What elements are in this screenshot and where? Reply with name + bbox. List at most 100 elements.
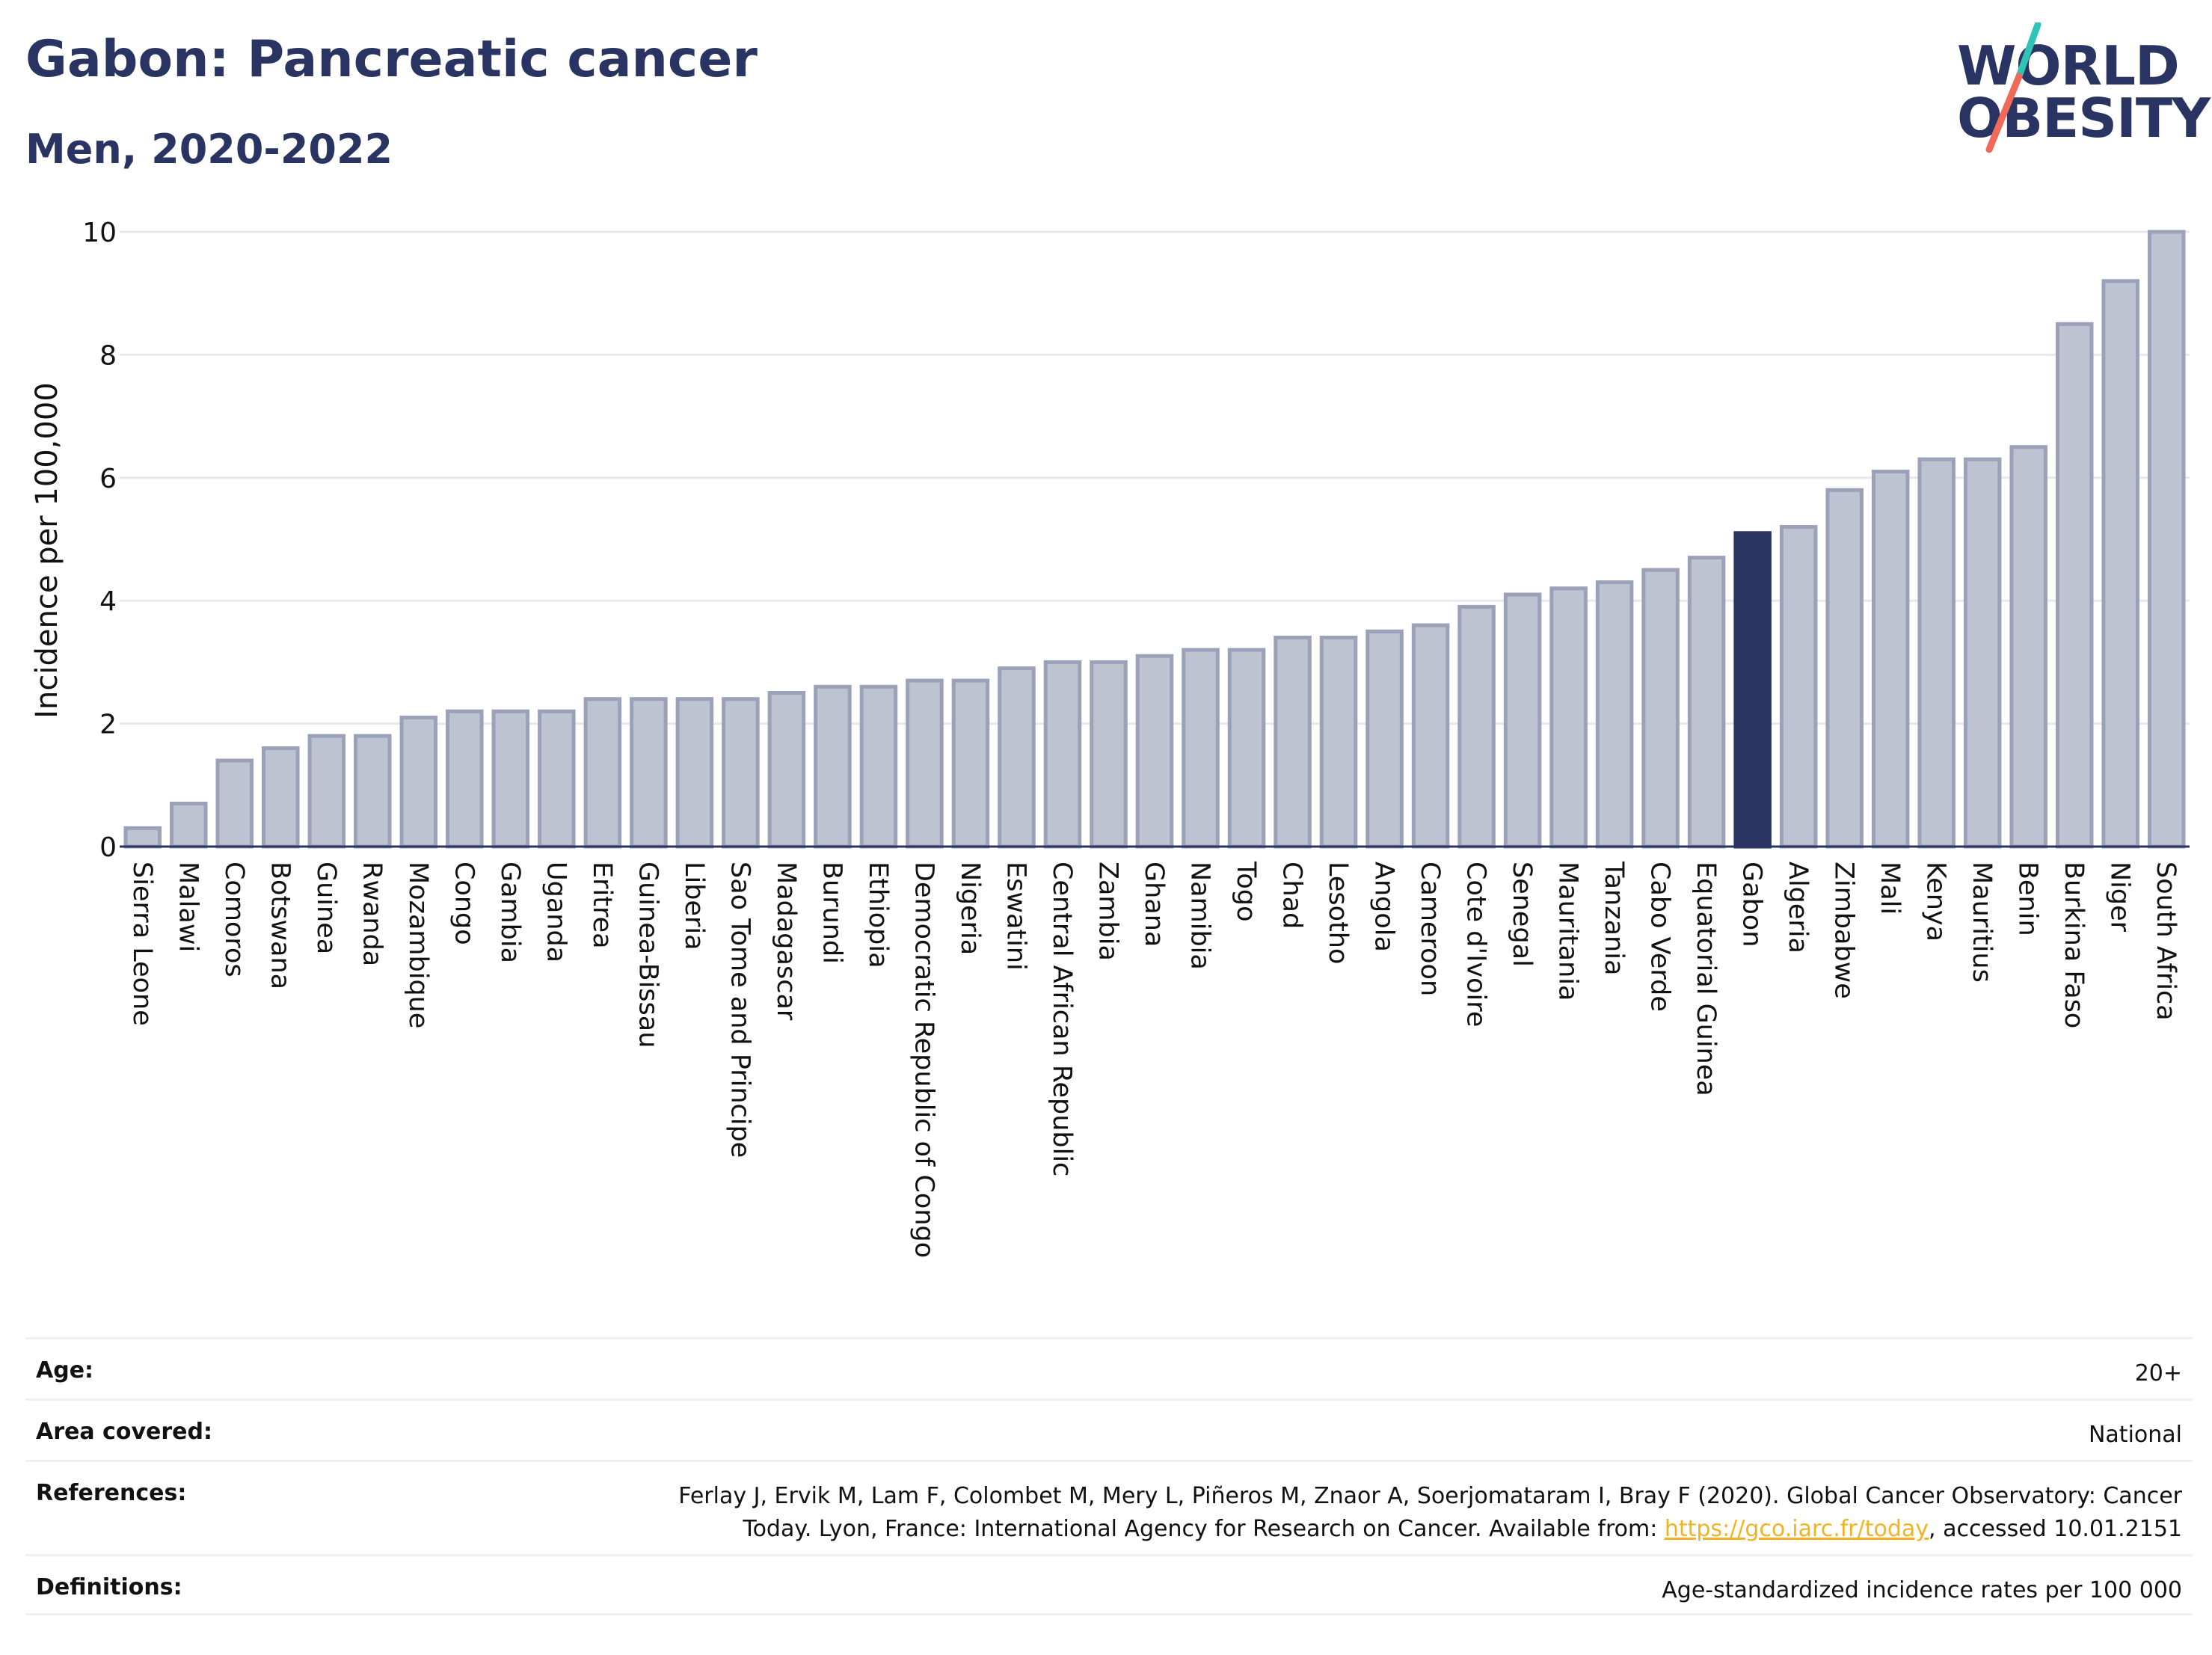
bars — [123, 230, 2186, 849]
bar — [1641, 568, 1680, 849]
bar — [1917, 457, 1956, 849]
x-tick-label: Tanzania — [1599, 861, 1629, 975]
definitions-value: Age-standardized incidence rates per 100… — [1662, 1577, 2182, 1603]
x-tick-label: Sao Tome and Principe — [725, 862, 755, 1158]
info-row-definitions: Definitions: Age-standardized incidence … — [25, 1554, 2193, 1615]
info-table: Age: 20+ Area covered: National Referenc… — [25, 1337, 2193, 1615]
x-tick-label: Central African Republic — [1047, 862, 1077, 1176]
bar — [399, 715, 438, 849]
bar — [1043, 660, 1082, 849]
age-label: Age: — [36, 1357, 94, 1384]
bar — [1274, 636, 1312, 849]
y-tick-label: 10 — [82, 218, 117, 248]
y-tick-label: 6 — [99, 464, 117, 494]
bar-chart: 0 2 4 6 8 10 Sierra Leone Malawi Comoros Botswan… — [30, 218, 2190, 1258]
bar — [2055, 322, 2094, 849]
bar — [1687, 556, 1726, 849]
bar — [630, 697, 668, 849]
x-tick-label: Algeria — [1783, 862, 1813, 954]
bar — [446, 709, 484, 849]
x-tick-label: Cameroon — [1415, 862, 1445, 996]
info-row-area: Area covered: National — [25, 1398, 2193, 1460]
bar — [583, 697, 622, 849]
x-tick-label: Namibia — [1185, 862, 1215, 970]
x-tick-label: Eritrea — [587, 862, 617, 949]
x-tick-label: Ethiopia — [863, 862, 893, 968]
info-row-references: References: Ferlay J, Ervik M, Lam F, Co… — [25, 1460, 2193, 1554]
x-tick-label: Mali — [1875, 862, 1905, 915]
bar — [1457, 604, 1496, 849]
x-tick-label: Gambia — [495, 862, 525, 963]
y-axis-label: Incidence per 100,000 — [30, 382, 64, 719]
area-label: Area covered: — [36, 1419, 212, 1445]
bar — [767, 691, 806, 849]
chart-subtitle: Men, 2020-2022 — [25, 126, 393, 173]
definitions-label: Definitions: — [36, 1574, 182, 1600]
x-tick-label: Botswana — [265, 862, 295, 989]
x-tick-label: Zimbabwe — [1829, 862, 1859, 999]
bar — [1779, 525, 1818, 849]
y-tick-label: 4 — [99, 586, 117, 617]
references-link[interactable]: https://gco.iarc.fr/today — [1664, 1516, 1929, 1542]
x-tick-label: Senegal — [1507, 862, 1537, 967]
bar — [1871, 470, 1910, 849]
x-tick-labels: Sierra Leone Malawi Comoros Botswana Guinea R… — [127, 861, 2181, 1258]
bar — [2009, 445, 2047, 849]
bar — [814, 684, 852, 849]
bar — [123, 826, 162, 849]
x-tick-label: Burundi — [817, 862, 847, 964]
x-tick-label: Cote d'Ivoire — [1461, 862, 1491, 1027]
x-tick-label: Guinea-Bissau — [633, 862, 663, 1048]
x-tick-label: Madagascar — [771, 862, 801, 1021]
bar — [1227, 648, 1266, 849]
bar — [307, 734, 346, 849]
bar — [951, 678, 990, 849]
x-tick-label: Chad — [1277, 862, 1307, 929]
chart-title: Gabon: Pancreatic cancer — [25, 30, 758, 89]
references-line1: Ferlay J, Ervik M, Lam F, Colombet M, Me… — [678, 1483, 2182, 1509]
y-tick-label: 8 — [99, 340, 117, 371]
x-tick-label: Democratic Republic of Congo — [909, 862, 938, 1258]
references-label: References: — [36, 1480, 187, 1506]
bar — [215, 758, 254, 849]
bar — [491, 709, 530, 849]
bar — [354, 734, 392, 849]
bar — [1963, 457, 2002, 849]
x-tick-label: Mauritania — [1553, 862, 1583, 1001]
y-tick-label: 2 — [99, 710, 117, 740]
references-line2: Today. Lyon, France: International Agenc… — [743, 1516, 1665, 1542]
x-tick-label: Benin — [2013, 862, 2043, 936]
references-value: Ferlay J, Ervik M, Lam F, Colombet M, Me… — [678, 1462, 2182, 1546]
logo-slash-icon — [1985, 22, 2042, 153]
x-tick-label: Angola — [1369, 862, 1399, 952]
bar — [1733, 531, 1772, 849]
bar — [1549, 586, 1588, 849]
bar — [1503, 592, 1542, 849]
info-row-age: Age: 20+ — [25, 1337, 2193, 1398]
bar — [170, 801, 208, 849]
world-obesity-logo: WORLD OBESITY — [1948, 22, 2211, 157]
area-value: National — [2088, 1422, 2182, 1448]
bar — [859, 684, 898, 849]
logo-line1: WORLD — [1957, 34, 2180, 97]
bar — [998, 666, 1036, 849]
bar — [1365, 629, 1404, 849]
x-tick-label: Equatorial Guinea — [1691, 862, 1721, 1096]
x-tick-label: Niger — [2105, 862, 2135, 933]
bar — [1411, 623, 1450, 849]
x-tick-label: Guinea — [311, 862, 341, 954]
x-tick-label: Togo — [1231, 861, 1261, 921]
x-tick-label: Congo — [449, 862, 479, 945]
x-tick-label: Kenya — [1921, 862, 1951, 942]
references-accessed: , accessed 10.01.2151 — [1929, 1516, 2182, 1542]
x-tick-label: Liberia — [679, 862, 709, 951]
bar — [906, 678, 944, 849]
bar — [722, 697, 760, 849]
x-tick-label: Ghana — [1139, 862, 1169, 947]
x-tick-label: Nigeria — [955, 862, 985, 955]
x-tick-label: Eswatini — [1001, 862, 1030, 971]
x-tick-label: Burkina Faso — [2059, 862, 2089, 1028]
x-tick-label: Uganda — [541, 862, 571, 962]
bar — [1135, 654, 1174, 849]
x-tick-label: Mauritius — [1967, 862, 1997, 983]
